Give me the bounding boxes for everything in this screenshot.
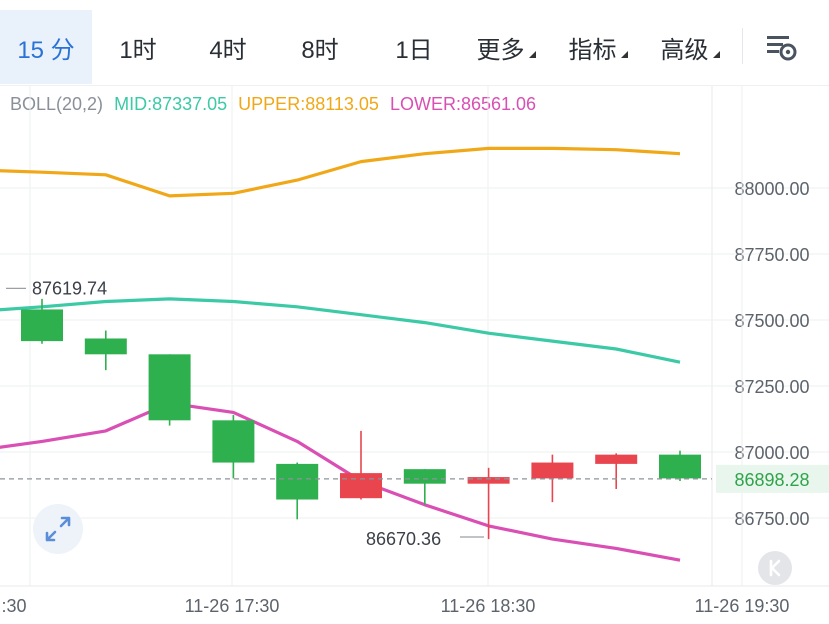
menu-label: 指标 — [568, 36, 617, 64]
toolbar-border — [0, 85, 829, 86]
boll-upper-value: UPPER:88113.05 — [238, 94, 379, 114]
expand-diagonal-icon — [45, 516, 71, 542]
tab-label: 8时 — [301, 36, 339, 64]
candle-body — [340, 473, 382, 499]
candle-body — [212, 420, 255, 463]
tab-label: 1时 — [119, 36, 157, 64]
tab-1d[interactable]: 1日 — [374, 10, 454, 84]
x-tick-label: 11-26 17:30 — [185, 596, 280, 616]
tab-1h[interactable]: 1时 — [98, 10, 178, 84]
candle-body — [21, 309, 63, 342]
menu-advanced[interactable]: 高级 — [652, 10, 728, 84]
candlestick-chart[interactable]: 88000.00 87750.00 87500.00 87250.00 87000.00… — [0, 86, 829, 624]
boll-legend: BOLL(20,2) MID:87337.05 UPPER:88113.05 L… — [10, 94, 542, 115]
x-tick-label: 11-26 18:30 — [441, 596, 536, 616]
corner-caret-icon — [712, 50, 720, 58]
boll-lower-value: LOWER:86561.06 — [389, 94, 537, 114]
candle-body — [595, 454, 638, 464]
candle-body — [276, 463, 319, 500]
y-tick-label: 87500.00 — [734, 311, 809, 331]
expand-chart-button[interactable] — [33, 504, 83, 554]
toolbar-divider — [742, 28, 743, 64]
menu-more[interactable]: 更多 — [468, 10, 544, 84]
high-price-label: 87619.74 — [32, 278, 107, 298]
tab-8h[interactable]: 8时 — [280, 10, 360, 84]
k-letter-icon — [769, 559, 781, 577]
y-tick-label: 88000.00 — [734, 179, 809, 199]
y-tick-label: 87750.00 — [734, 245, 809, 265]
boll-upper-line — [0, 146, 681, 198]
indicator-name: BOLL(20,2) — [10, 94, 104, 114]
candle-body — [403, 469, 446, 484]
menu-indicators[interactable]: 指标 — [560, 10, 636, 84]
x-tick-label: 11-26 19:30 — [695, 596, 790, 616]
corner-caret-icon — [620, 50, 628, 58]
candle-body — [148, 354, 191, 421]
candle-body — [84, 338, 127, 355]
candle-body — [467, 477, 510, 484]
menu-label: 高级 — [660, 36, 709, 64]
low-price-label: 86670.36 — [366, 529, 441, 549]
candle-body — [659, 454, 701, 479]
corner-caret-icon — [528, 50, 536, 58]
tab-4h[interactable]: 4时 — [188, 10, 268, 84]
tab-label: 15 分 — [17, 36, 75, 64]
x-tick-label: :30 — [1, 596, 26, 616]
interval-toolbar: 15 分 1时 4时 8时 1日 更多 指标 高级 — [0, 0, 829, 86]
chart-settings-icon[interactable] — [764, 30, 802, 64]
boll-lower-line — [0, 401, 681, 562]
menu-label: 更多 — [476, 36, 525, 64]
y-tick-label: 87250.00 — [734, 377, 809, 397]
current-price-label: 86898.28 — [734, 470, 809, 490]
tab-label: 1日 — [395, 36, 433, 64]
current-price-tag — [716, 464, 829, 493]
tab-15min[interactable]: 15 分 — [0, 10, 92, 84]
tab-label: 4时 — [209, 36, 247, 64]
y-tick-label: 86750.00 — [734, 509, 809, 529]
chart-collapse-button[interactable] — [758, 551, 792, 585]
boll-mid-line — [0, 297, 681, 364]
y-tick-label: 87000.00 — [734, 443, 809, 463]
candle-body — [531, 462, 574, 479]
boll-mid-value: MID:87337.05 — [114, 94, 228, 114]
